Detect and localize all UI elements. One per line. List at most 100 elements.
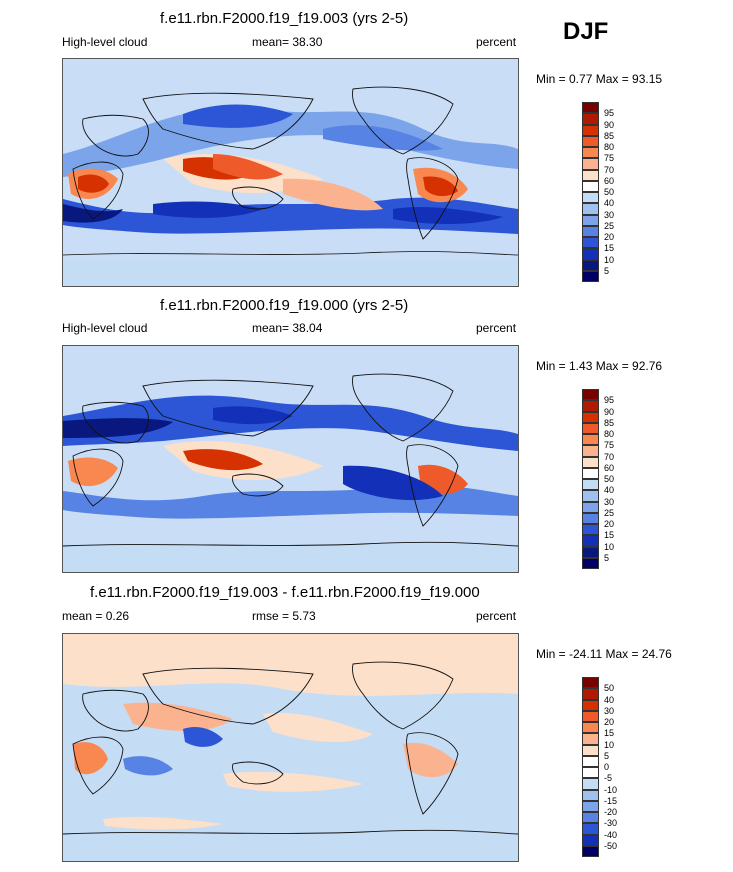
colorbar-cell [582,546,599,558]
colorbar-cell [582,237,599,249]
colorbar-tick-label: 10 [604,739,615,750]
panel-1-units-label: percent [476,35,517,49]
panel-1-range-label: Min = 0.77 Max = 93.15 [536,72,663,86]
colorbar-tick-label: -20 [604,807,618,817]
colorbar-cell [582,180,599,192]
colorbar-tick-label: 30 [604,496,615,507]
colorbar-cell [582,845,599,857]
colorbar-tick-label: -50 [604,840,618,851]
colorbar-cell [582,467,599,479]
colorbar-tick-label: 50 [604,474,615,484]
colorbar-cell [582,214,599,226]
colorbar-cell [582,158,599,170]
colorbar-tick-label: 80 [604,429,615,439]
colorbar-tick-label: 95 [604,395,615,406]
colorbar-cell [582,434,599,446]
colorbar-cell [582,778,599,790]
colorbar-tick-label: 75 [604,153,615,164]
colorbar-tick-label: 30 [604,705,615,716]
colorbar-tick-label: 50 [604,187,615,197]
colorbar-cell [582,411,599,423]
colorbar-cell [582,203,599,215]
colorbar-tick-label: 20 [604,519,615,529]
colorbar-tick-label: 90 [604,406,615,417]
colorbar-cell [582,225,599,237]
panel-1-mean-label: mean= 38.30 [252,35,323,49]
colorbar-tick-label: 40 [604,198,615,209]
colorbar-tick-label: -10 [604,784,618,795]
colorbar-tick-label: 60 [604,462,615,473]
colorbar-cell [582,699,599,711]
colorbar-tick-label: 5 [604,265,610,276]
colorbar-tick-label: -15 [604,795,618,806]
colorbar-tick-label: 0 [604,762,610,772]
colorbar-tick-label: -5 [604,773,613,784]
colorbar-tick-label: 25 [604,507,615,518]
panel-2-mean-label: mean= 38.04 [252,321,323,335]
colorbar-cell [582,445,599,457]
colorbar-cell [582,400,599,412]
colorbar-tick-label: 30 [604,209,615,220]
panel-3-title: f.e11.rbn.F2000.f19_f19.003 - f.e11.rbn.… [90,584,480,601]
panel-3-rmse-label: rmse = 5.73 [252,609,316,623]
panel-1-map-svg [63,59,518,286]
panel-2-range-label: Min = 1.43 Max = 92.76 [536,359,663,373]
season-label: DJF [563,18,609,45]
colorbar-tick-label: 40 [604,485,615,496]
panel-2-units-label: percent [476,321,517,335]
panel-1-map [62,58,519,287]
colorbar-cell [582,744,599,756]
colorbar-cell [582,733,599,745]
colorbar-cell [582,389,599,401]
colorbar-cell [582,800,599,812]
colorbar-tick-label: 85 [604,130,615,141]
panel-3-range-label: Min = -24.11 Max = 24.76 [536,647,672,661]
colorbar-tick-label: -40 [604,829,618,840]
colorbar-tick-label: 40 [604,694,615,705]
colorbar-cell [582,823,599,835]
colorbar-cell [582,812,599,824]
colorbar-cell [582,192,599,204]
colorbar-tick-label: 15 [604,530,615,541]
colorbar-cell [582,722,599,734]
colorbar-cell [582,113,599,125]
colorbar-tick-label: 70 [604,164,615,175]
colorbar-cell [582,755,599,767]
colorbar-tick-label: -30 [604,818,618,829]
colorbar-tick-label: 10 [604,541,615,552]
colorbar-cell [582,147,599,159]
panel-2-variable-label: High-level cloud [62,321,148,335]
colorbar-cell [582,501,599,513]
colorbar-cell [582,789,599,801]
colorbar-cell [582,535,599,547]
colorbar-tick-label: 70 [604,451,615,462]
colorbar-cell [582,135,599,147]
colorbar-tick-label: 75 [604,440,615,451]
panel-3-units-label: percent [476,609,517,623]
colorbar-tick-label: 50 [604,683,615,694]
colorbar-cell [582,524,599,536]
colorbar-cell [582,259,599,271]
colorbar-tick-label: 5 [604,750,610,761]
colorbar-tick-label: 5 [604,552,610,563]
panel-3-map [62,633,519,862]
colorbar-tick-label: 85 [604,417,615,428]
panel-3-colorbar: 50 40 30 20 15 10 5 0 -5 -10 -15 -20 -30 -40 -50 [582,677,642,857]
colorbar-cell [582,124,599,136]
panel-1-title: f.e11.rbn.F2000.f19_f19.003 (yrs 2-5) [160,10,409,27]
colorbar-tick-label: 95 [604,108,615,119]
colorbar-cell [582,677,599,689]
colorbar-cell [582,767,599,779]
colorbar-cell [582,688,599,700]
colorbar-cell [582,710,599,722]
colorbar-tick-label: 80 [604,142,615,152]
colorbar-tick-label: 20 [604,717,615,727]
colorbar-tick-label: 15 [604,243,615,254]
colorbar-cell [582,422,599,434]
colorbar-tick-label: 10 [604,254,615,265]
colorbar-cell [582,270,599,282]
panel-2-colorbar: 95 90 85 80 75 70 60 50 40 30 25 20 15 10 5 [582,389,642,569]
colorbar-cell [582,834,599,846]
colorbar-cell [582,490,599,502]
colorbar-cell [582,102,599,114]
